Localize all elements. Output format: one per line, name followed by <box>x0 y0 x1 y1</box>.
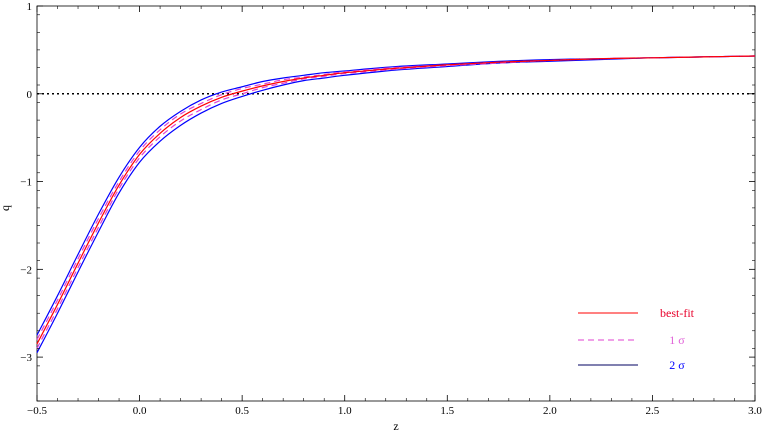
y-axis-title: q <box>0 205 12 211</box>
ticks-layer: −0.5 0.0 0.5 1.0 1.5 2.0 2.5 3.0 −3 −2 −1 0 1 <box>20 1 762 417</box>
series-line-3 <box>36 55 756 336</box>
series-line-2 <box>36 55 756 349</box>
legend: best-fit 1 σ 2 σ <box>578 306 695 372</box>
legend-label-0: best-fit <box>660 306 695 320</box>
x-tick-label: 0.0 <box>133 405 147 417</box>
x-tick-label: 1.5 <box>440 405 454 417</box>
series-line-1 <box>36 55 756 340</box>
y-tick-label: 1 <box>27 1 33 13</box>
series-layer <box>36 55 756 353</box>
series-line-4 <box>36 55 756 353</box>
y-tick-label: −3 <box>20 352 32 364</box>
legend-label-1: 1 σ <box>669 333 685 347</box>
y-tick-label: −2 <box>20 264 32 276</box>
legend-label-2: 2 σ <box>669 358 685 372</box>
series-line-0 <box>36 55 756 345</box>
x-axis-title: z <box>393 419 398 433</box>
x-tick-label: 0.5 <box>235 405 249 417</box>
x-tick-label: 1.0 <box>338 405 352 417</box>
plot-frame <box>36 5 756 402</box>
x-tick-label: 2.5 <box>646 405 660 417</box>
y-tick-label: −1 <box>20 177 32 189</box>
x-tick-label: 3.0 <box>748 405 762 417</box>
x-tick-label: −0.5 <box>27 405 47 417</box>
x-tick-label: 2.0 <box>543 405 557 417</box>
y-tick-label: 0 <box>27 89 33 101</box>
